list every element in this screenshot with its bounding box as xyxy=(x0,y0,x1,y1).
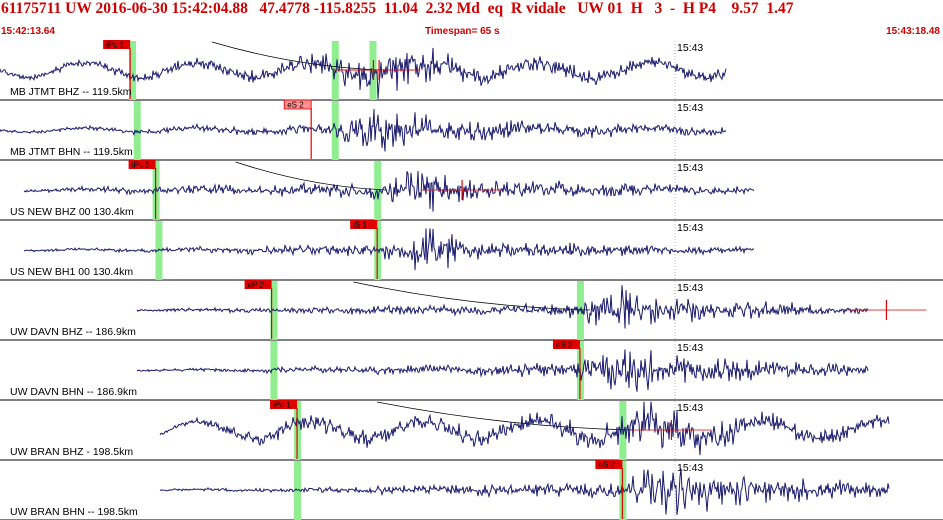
phase-pick[interactable]: iPc 1 xyxy=(270,400,298,459)
waveform-trace xyxy=(0,109,727,152)
waveform-trace xyxy=(23,170,755,212)
time-label: 15:43 xyxy=(677,462,703,474)
event-title: 61175711 UW 2016-06-30 15:42:04.88 47.47… xyxy=(1,0,794,17)
time-label: 15:43 xyxy=(677,42,703,54)
phase-window xyxy=(129,41,137,100)
travel-time-curve xyxy=(376,401,633,431)
pick-label: eS 2 xyxy=(287,101,304,110)
pick-label: iPc 1 xyxy=(132,161,150,170)
channel-label: UW BRAN BHZ - 198.5km xyxy=(10,446,133,458)
pick-flag[interactable] xyxy=(283,99,312,110)
travel-time-curve xyxy=(353,281,590,311)
event-header: 61175711 UW 2016-06-30 15:42:04.88 47.47… xyxy=(0,0,943,26)
pick-flag[interactable] xyxy=(270,400,298,409)
pick-label: iS 1 xyxy=(353,221,367,230)
seismogram-panel[interactable]: 15:43 iPc 1 MB JTMT BHZ -- 119.5km 15:43 eS … xyxy=(0,38,943,520)
channel-panel[interactable]: 15:43 iPc 1 MB JTMT BHZ -- 119.5km xyxy=(0,40,943,101)
channel-panel[interactable]: 15:43 eS 2 MB JTMT BHN -- 119.5km xyxy=(0,99,943,161)
pick-flag[interactable] xyxy=(244,280,272,289)
channel-panel[interactable]: 15:43 iS 1 US NEW BH1 00 130.4km xyxy=(0,220,943,281)
channel-panel[interactable]: 15:43 iPc 1 US NEW BHZ 00 130.4km xyxy=(0,160,943,221)
pick-flag[interactable] xyxy=(552,340,580,349)
channel-label: UW DAVN BHN -- 186.9km xyxy=(10,386,137,398)
time-label: 15:43 xyxy=(677,222,703,234)
channel-panel[interactable]: 15:43 eS 2 UW DAVN BHN -- 186.9km xyxy=(0,340,943,401)
time-bar: 15:42:13.64 Timespan= 65 s 15:43:18.48 xyxy=(0,26,943,38)
phase-pick[interactable]: eS 2 xyxy=(552,340,581,399)
pick-label: iPc 1 xyxy=(273,401,291,410)
phase-pick[interactable]: eS 2 xyxy=(283,99,312,159)
channel-label: US NEW BHZ 00 130.4km xyxy=(10,206,134,218)
timespan-label: Timespan= 65 s xyxy=(425,26,500,37)
start-time: 15:42:13.64 xyxy=(1,26,55,37)
travel-time-curve xyxy=(211,41,383,71)
channel-panel[interactable]: 15:43 eP 2 UW DAVN BHZ -- 186.9km xyxy=(0,280,943,341)
phase-window xyxy=(374,161,382,220)
phase-window xyxy=(270,341,278,400)
pick-label: eS 2 xyxy=(556,341,573,350)
channel-panel[interactable]: 15:43 iPc 1 UW BRAN BHZ - 198.5km xyxy=(0,400,943,461)
phase-pick[interactable]: iPc 1 xyxy=(103,40,131,99)
waveform-trace xyxy=(23,228,755,271)
pick-flag[interactable] xyxy=(128,160,156,169)
phase-pick[interactable]: iS 1 xyxy=(350,220,378,279)
phase-pick[interactable]: eP 2 xyxy=(244,280,273,339)
channel-panel[interactable]: 15:43 eS 2 UW BRAN BHN -- 198.5km xyxy=(0,460,943,520)
travel-time-curve xyxy=(235,161,388,191)
waveform-trace xyxy=(0,47,727,99)
pick-label: eS 2 xyxy=(598,461,615,470)
channel-label: US NEW BH1 00 130.4km xyxy=(10,266,133,278)
phase-pick[interactable]: iPc 1 xyxy=(128,160,157,219)
pick-flag[interactable] xyxy=(595,460,623,469)
time-label: 15:43 xyxy=(677,162,703,174)
pick-label: eP 2 xyxy=(248,281,265,290)
channel-label: UW DAVN BHZ -- 186.9km xyxy=(10,326,136,338)
phase-window xyxy=(155,221,163,280)
pick-flag[interactable] xyxy=(103,40,131,49)
phase-pick[interactable]: eS 2 xyxy=(595,460,623,519)
time-label: 15:43 xyxy=(677,342,703,354)
pick-label: iPc 1 xyxy=(106,41,124,50)
waveform-trace xyxy=(159,401,890,456)
time-label: 15:43 xyxy=(677,282,703,294)
time-label: 15:43 xyxy=(677,402,703,414)
end-time: 15:43:18.48 xyxy=(886,26,940,37)
waveform-trace xyxy=(136,285,869,329)
channel-label: UW BRAN BHN -- 198.5km xyxy=(10,506,138,518)
channel-label: MB JTMT BHN -- 119.5km xyxy=(10,146,133,158)
waveform-trace xyxy=(159,468,890,515)
time-label: 15:43 xyxy=(677,102,703,114)
phase-window xyxy=(331,101,339,160)
waveform-trace xyxy=(136,349,869,392)
channel-label: MB JTMT BHZ -- 119.5km xyxy=(10,86,132,98)
pick-flag[interactable] xyxy=(350,220,378,229)
